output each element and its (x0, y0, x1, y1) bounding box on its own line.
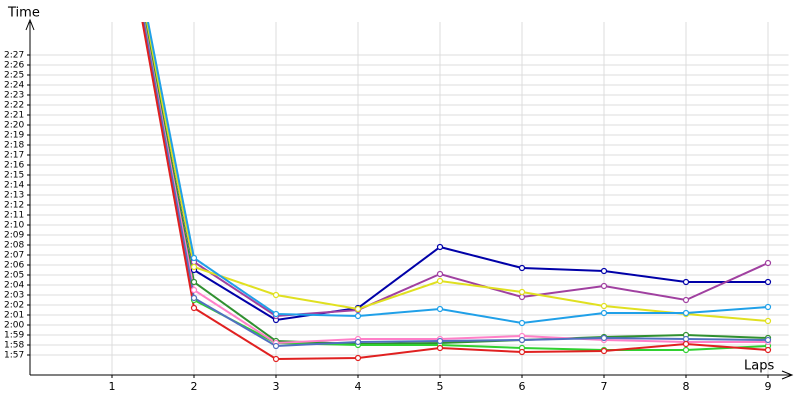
y-axis-arrow (25, 18, 35, 31)
y-tick-label: 2:06 (4, 261, 24, 271)
x-tick-label: 2 (191, 380, 198, 393)
y-tick-label: 2:14 (4, 181, 24, 191)
x-axis-arrow (781, 370, 794, 380)
y-tick-label: 2:13 (4, 191, 24, 201)
point (682, 296, 690, 304)
x-tick-label: 8 (683, 380, 690, 393)
y-tick-label: 2:02 (4, 301, 24, 311)
y-tick-label: 2:21 (4, 111, 24, 121)
point (764, 346, 772, 354)
y-tick-label: 2:05 (4, 271, 24, 281)
y-tick-label: 2:27 (4, 51, 24, 61)
point (682, 340, 690, 348)
x-tick-label: 6 (519, 380, 526, 393)
y-tick-label: 2:24 (4, 81, 24, 91)
point (354, 305, 362, 313)
y-tick-label: 1:58 (4, 341, 24, 351)
point (190, 263, 198, 271)
x-tick-label: 7 (601, 380, 608, 393)
point (518, 264, 526, 272)
point (436, 344, 444, 352)
point (518, 288, 526, 296)
y-tick-label: 2:19 (4, 131, 24, 141)
point (518, 348, 526, 356)
y-tick-label: 1:57 (4, 351, 24, 361)
y-tick-label: 2:07 (4, 251, 24, 261)
point (600, 267, 608, 275)
x-tick-label: 5 (437, 380, 444, 393)
point (764, 303, 772, 311)
y-tick-label: 2:08 (4, 241, 24, 251)
point (436, 305, 444, 313)
x-tick-label: 9 (765, 380, 772, 393)
point (190, 286, 198, 294)
point (272, 355, 280, 363)
y-tick-label: 2:00 (4, 321, 24, 331)
point (272, 310, 280, 318)
plot-area (141, 22, 772, 363)
x-axis-title: Laps (744, 359, 774, 374)
point (764, 336, 772, 344)
point (682, 278, 690, 286)
ticks: 1:571:581:592:002:012:022:032:042:052:06… (4, 51, 772, 394)
y-tick-label: 1:59 (4, 331, 24, 341)
x-tick-label: 1 (109, 380, 116, 393)
point (600, 347, 608, 355)
x-tick-label: 4 (355, 380, 362, 393)
point (600, 309, 608, 317)
y-tick-label: 2:26 (4, 61, 24, 71)
point (436, 337, 444, 345)
point (354, 312, 362, 320)
point (764, 317, 772, 325)
point (272, 291, 280, 299)
y-tick-label: 2:17 (4, 151, 24, 161)
y-tick-label: 2:09 (4, 231, 24, 241)
y-tick-label: 2:03 (4, 291, 24, 301)
point (682, 309, 690, 317)
y-axis-title: Time (7, 6, 40, 21)
y-tick-label: 2:18 (4, 141, 24, 151)
point (354, 354, 362, 362)
point (764, 278, 772, 286)
y-tick-label: 2:23 (4, 91, 24, 101)
point (190, 278, 198, 286)
y-tick-label: 2:04 (4, 281, 24, 291)
point (600, 334, 608, 342)
y-tick-label: 2:15 (4, 171, 24, 181)
point (436, 243, 444, 251)
y-tick-label: 2:01 (4, 311, 24, 321)
point (518, 336, 526, 344)
point (518, 319, 526, 327)
point (436, 277, 444, 285)
y-tick-label: 2:22 (4, 101, 24, 111)
y-tick-label: 2:20 (4, 121, 24, 131)
y-tick-label: 2:25 (4, 71, 24, 81)
point (354, 338, 362, 346)
point (682, 335, 690, 343)
point (436, 270, 444, 278)
point (600, 302, 608, 310)
y-tick-label: 2:11 (4, 211, 24, 221)
y-tick-label: 2:16 (4, 161, 24, 171)
point (682, 346, 690, 354)
point (764, 259, 772, 267)
y-tick-label: 2:10 (4, 221, 24, 231)
point (190, 304, 198, 312)
point (518, 293, 526, 301)
point (272, 342, 280, 350)
point (190, 294, 198, 302)
point (190, 254, 198, 262)
point (600, 282, 608, 290)
x-tick-label: 3 (273, 380, 280, 393)
y-tick-label: 2:12 (4, 201, 24, 211)
